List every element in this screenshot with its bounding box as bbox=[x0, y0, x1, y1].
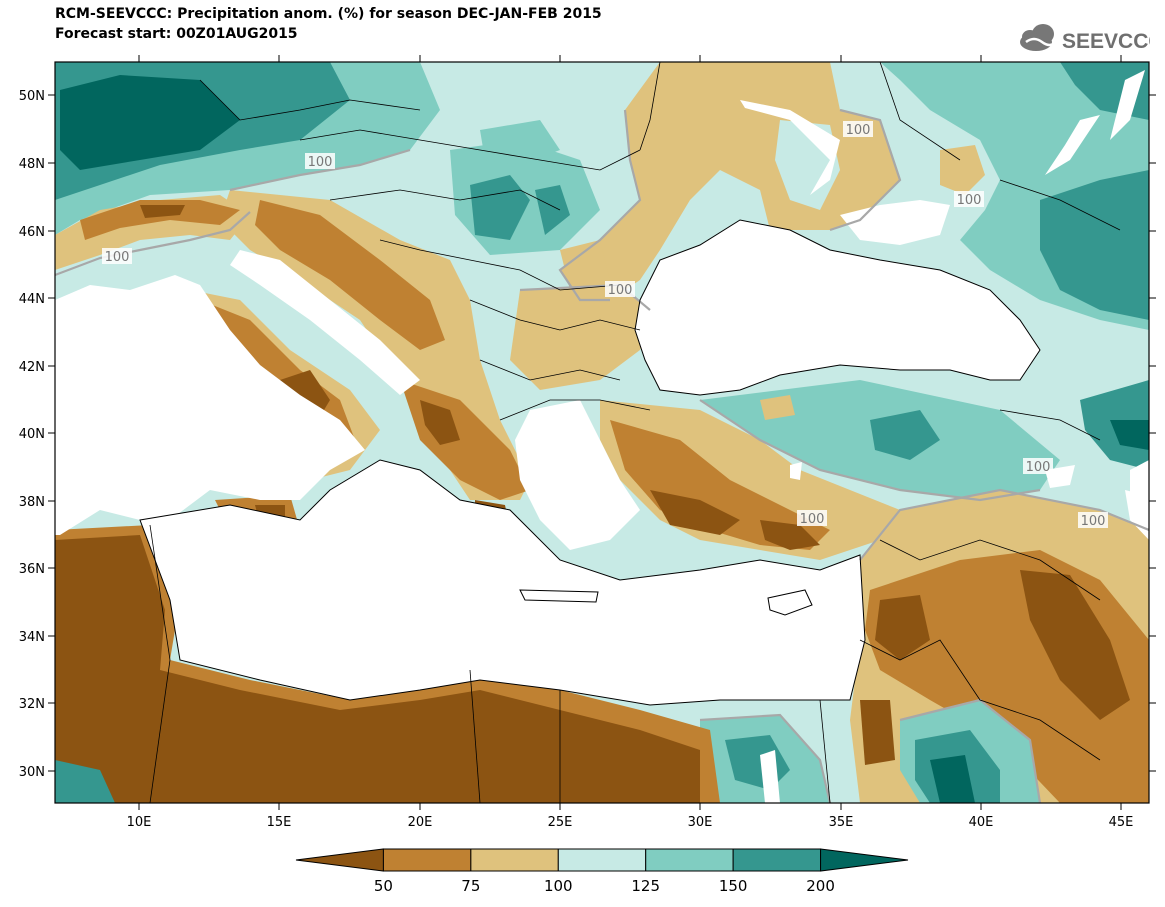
country-borders bbox=[149, 62, 1121, 803]
lat-label: 46N bbox=[19, 225, 45, 240]
lat-label: 30N bbox=[19, 765, 45, 780]
lon-label: 45E bbox=[1109, 815, 1134, 830]
contour-label-bg bbox=[102, 248, 132, 264]
lat-label: 40N bbox=[19, 427, 45, 442]
contour-label: 100 bbox=[957, 193, 982, 208]
colorbar-label: 100 bbox=[544, 877, 573, 895]
contour-label: 100 bbox=[308, 155, 333, 170]
contour-label: 100 bbox=[846, 123, 871, 138]
colorbar-segment bbox=[382, 848, 472, 872]
lat-label: 48N bbox=[19, 157, 45, 172]
lat-label: 34N bbox=[19, 630, 45, 645]
map-title: RCM-SEEVCCC: Precipitation anom. (%) for… bbox=[55, 6, 602, 22]
contour-label: 100 bbox=[800, 512, 825, 527]
lon-label: 35E bbox=[829, 815, 854, 830]
colorbar-segment bbox=[470, 848, 559, 872]
colorbar: 50 75 100 125 150 200 bbox=[295, 848, 909, 895]
colorbar-segment bbox=[295, 848, 384, 872]
colorbar-label: 150 bbox=[719, 877, 748, 895]
contour-label-bg bbox=[797, 510, 827, 526]
logo-text: SEEVCCC bbox=[1062, 30, 1150, 53]
lat-label: 42N bbox=[19, 360, 45, 375]
lon-label: 10E bbox=[127, 815, 152, 830]
contour-label: 100 bbox=[1026, 460, 1051, 475]
contour-label: 100 bbox=[1081, 514, 1106, 529]
seevccc-logo: SEEVCCC bbox=[1018, 20, 1164, 60]
latitude-axis: 50N 48N 46N 44N 42N 40N 38N 36N 34N 32N 30N bbox=[19, 89, 1156, 780]
lon-label: 20E bbox=[408, 815, 433, 830]
lat-label: 44N bbox=[19, 292, 45, 307]
colorbar-label: 200 bbox=[806, 877, 835, 895]
contour-label-bg bbox=[305, 153, 335, 169]
coastlines bbox=[139, 219, 1041, 706]
anomaly-field bbox=[55, 62, 1149, 803]
colorbar-segment bbox=[645, 848, 734, 872]
cloud-icon bbox=[1020, 24, 1057, 51]
contour-label-bg bbox=[1078, 512, 1108, 528]
lon-label: 15E bbox=[267, 815, 292, 830]
colorbar-segment bbox=[732, 848, 822, 872]
colorbar-label: 50 bbox=[374, 877, 393, 895]
lat-label: 38N bbox=[19, 495, 45, 510]
colorbar-label: 125 bbox=[631, 877, 660, 895]
forecast-start-subtitle: Forecast start: 00Z01AUG2015 bbox=[55, 26, 298, 42]
lat-label: 36N bbox=[19, 562, 45, 577]
lat-label: 32N bbox=[19, 697, 45, 712]
colorbar-label: 75 bbox=[461, 877, 480, 895]
contour-label: 100 bbox=[608, 283, 633, 298]
colorbar-segment bbox=[820, 848, 909, 872]
lon-label: 25E bbox=[548, 815, 573, 830]
longitude-axis: 10E 15E 20E 25E 30E 35E 40E 45E bbox=[127, 55, 1134, 830]
contour-label-bg bbox=[1023, 458, 1053, 474]
contour-label-bg bbox=[605, 281, 635, 297]
contour-label-bg bbox=[954, 191, 984, 207]
contour-label: 100 bbox=[105, 250, 130, 265]
lon-label: 40E bbox=[969, 815, 994, 830]
lon-label: 30E bbox=[688, 815, 713, 830]
contour-labels: 100 100 100 100 100 100 100 100 bbox=[102, 121, 1108, 529]
lat-label: 50N bbox=[19, 89, 45, 104]
contour-label-bg bbox=[843, 121, 873, 137]
colorbar-segment bbox=[557, 848, 647, 872]
